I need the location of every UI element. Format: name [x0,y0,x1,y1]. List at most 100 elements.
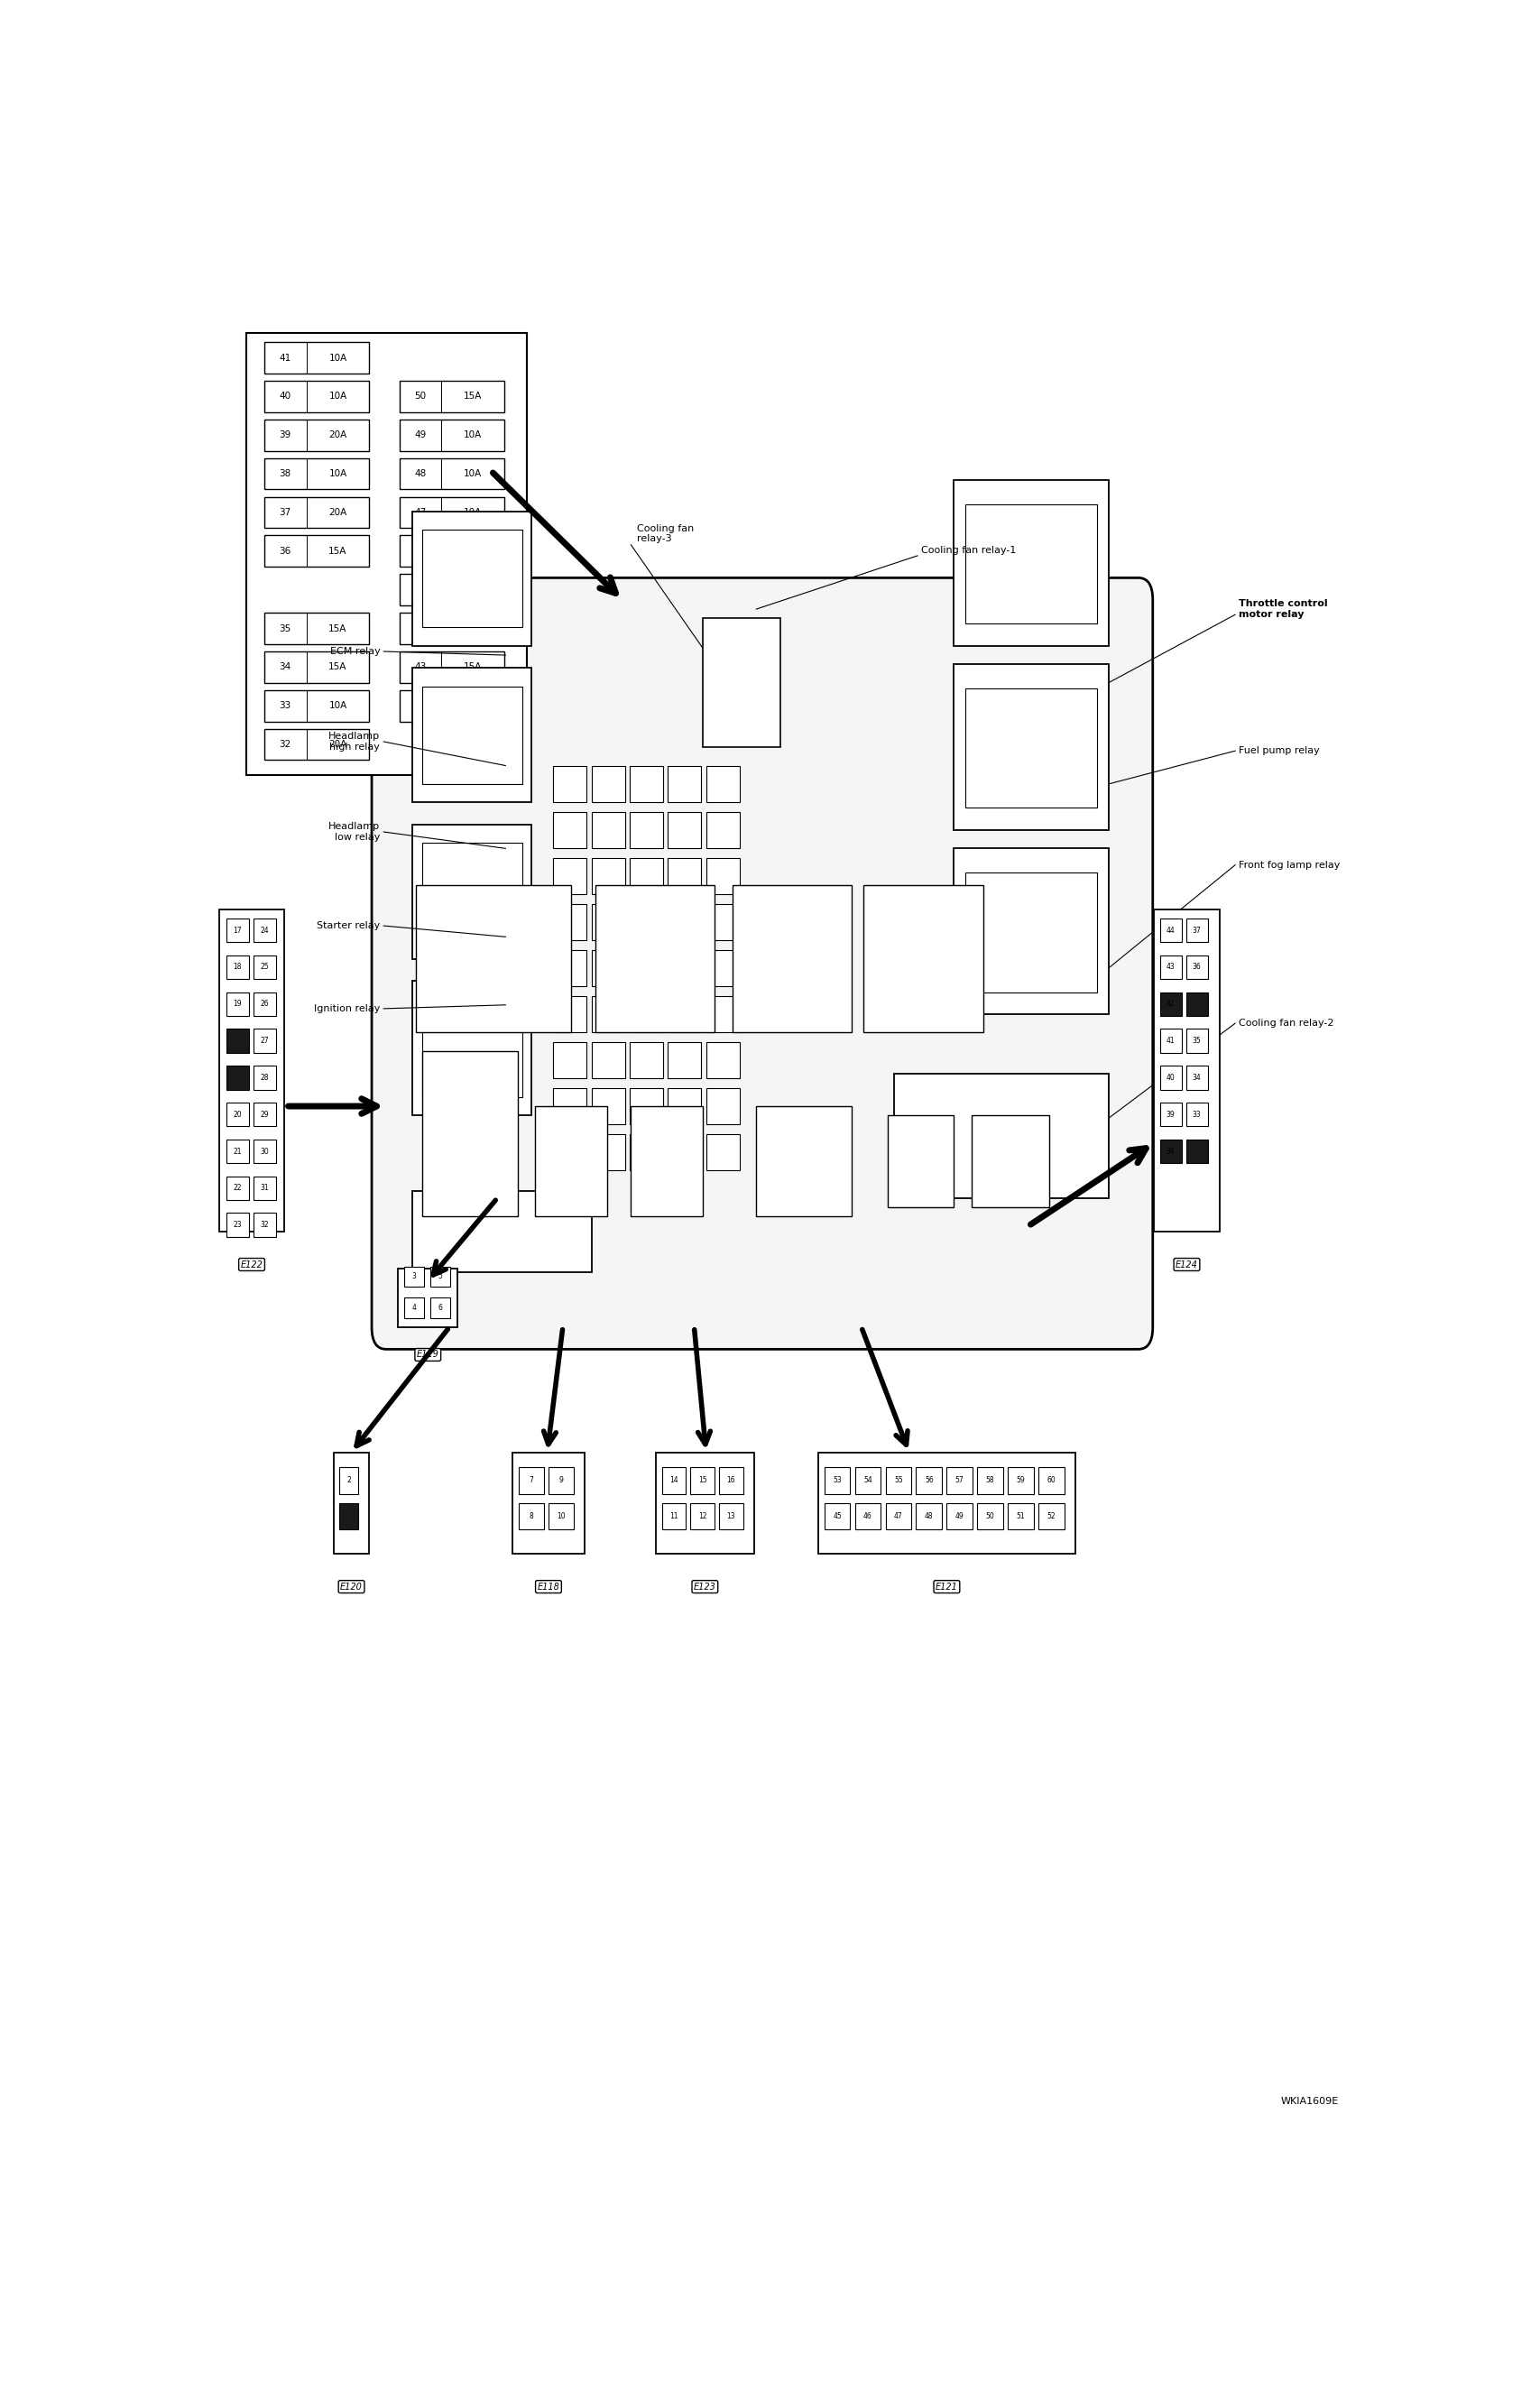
Text: 15: 15 [698,1475,707,1485]
Bar [430,1267,450,1286]
Bar [976,1504,1003,1530]
Bar [513,1451,584,1554]
Bar [226,1102,248,1126]
Text: 55: 55 [893,1475,902,1485]
Bar [265,418,370,452]
Text: 53: 53 [833,1475,841,1485]
Bar [553,904,587,940]
Text: Cooling fan relay-1: Cooling fan relay-1 [921,545,1015,555]
Bar [399,497,504,528]
Text: E124: E124 [1175,1260,1197,1270]
Bar [705,904,739,940]
Bar [403,1267,424,1286]
Text: 17: 17 [233,925,242,935]
Text: 10A: 10A [464,469,482,478]
Text: Starter relay: Starter relay [317,921,380,930]
Bar [1186,1028,1207,1052]
Bar [413,1191,591,1272]
Bar [254,1176,276,1200]
Text: E119: E119 [416,1351,439,1358]
Text: 19: 19 [233,999,242,1009]
Bar [667,1042,701,1078]
Bar [630,949,662,987]
Bar [254,1212,276,1236]
Bar [265,691,370,722]
Text: 27: 27 [260,1038,270,1045]
Bar [964,689,1096,808]
Text: 20A: 20A [328,739,347,748]
Bar [413,667,531,803]
Bar [667,1088,701,1124]
Text: 47: 47 [414,507,427,516]
Bar [705,765,739,803]
Bar [553,1133,587,1172]
Bar [1153,909,1220,1231]
Text: 43: 43 [414,662,427,672]
Text: E118: E118 [537,1583,559,1592]
Bar [591,858,625,894]
Text: 59: 59 [1016,1475,1024,1485]
Bar [553,1088,587,1124]
Text: Cooling fan
relay-3: Cooling fan relay-3 [636,524,693,543]
Bar [667,995,701,1033]
Text: 15A: 15A [464,392,482,402]
Text: 36: 36 [1192,964,1201,971]
Text: 15A: 15A [464,548,482,555]
Text: 30: 30 [260,1148,270,1155]
Text: 10A: 10A [328,469,347,478]
Bar [1038,1468,1064,1494]
Text: 25: 25 [260,964,270,971]
Text: 45: 45 [414,586,427,595]
Bar [591,904,625,940]
Text: Ignition relay: Ignition relay [314,1004,380,1014]
Text: 10A: 10A [328,701,347,710]
Bar [1160,992,1181,1016]
Bar [430,1298,450,1317]
Text: 12: 12 [698,1511,707,1521]
Bar [413,825,531,959]
Bar [705,811,739,849]
Text: 10A: 10A [328,392,347,402]
Bar [818,1451,1075,1554]
Text: 6: 6 [437,1303,442,1313]
Text: 10A: 10A [328,354,347,363]
Bar [824,1504,850,1530]
Text: 51: 51 [1016,1511,1024,1521]
Text: Headlamp
high relay: Headlamp high relay [328,732,380,751]
Text: Headlamp
low relay: Headlamp low relay [328,823,380,842]
Bar [519,1504,544,1530]
Text: ECM relay: ECM relay [330,648,380,655]
Text: 13: 13 [727,1511,735,1521]
Bar [422,531,522,626]
Bar [946,1468,972,1494]
Bar [254,918,276,942]
Text: 50: 50 [414,392,427,402]
Bar [591,995,625,1033]
Bar [1186,1102,1207,1126]
Bar [630,1107,702,1217]
Text: 60: 60 [1047,1475,1055,1485]
Text: 38: 38 [279,469,291,478]
Bar [553,949,587,987]
Bar [591,1042,625,1078]
Bar [413,512,531,646]
Text: 33: 33 [1192,1109,1201,1119]
Bar [226,956,248,980]
Text: 48: 48 [414,469,427,478]
Bar [219,909,285,1231]
Text: 26: 26 [260,999,270,1009]
Text: 15A: 15A [464,624,482,634]
Text: 31: 31 [260,1184,270,1193]
Bar [265,380,370,411]
Bar [553,858,587,894]
Bar [656,1451,753,1554]
Bar [397,1267,457,1327]
Bar [970,1114,1049,1207]
Text: Cooling fan relay-2: Cooling fan relay-2 [1238,1019,1334,1028]
Bar [946,1504,972,1530]
Bar [265,650,370,684]
Bar [422,844,522,940]
Text: 15A: 15A [464,586,482,595]
Bar [399,612,504,643]
Text: 46: 46 [862,1511,872,1521]
